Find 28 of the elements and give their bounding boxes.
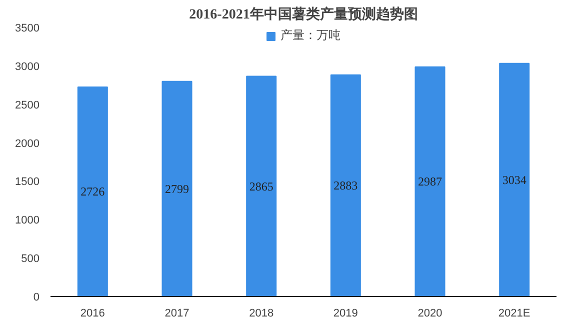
bar xyxy=(414,66,446,296)
y-tick-label: 2500 xyxy=(15,99,40,112)
y-tick-label: 2000 xyxy=(15,138,40,150)
x-tick-label: 2018 xyxy=(249,308,274,320)
bar xyxy=(246,76,277,296)
data-label: 2987 xyxy=(418,174,442,189)
y-tick-label: 500 xyxy=(21,253,40,266)
x-tick-label: 2020 xyxy=(418,308,442,320)
x-tick-label: 2016 xyxy=(80,308,105,320)
data-label: 2883 xyxy=(334,178,358,193)
y-tick-label: 3000 xyxy=(15,60,40,73)
data-label: 3034 xyxy=(502,172,526,187)
y-tick-label: 1500 xyxy=(15,176,40,188)
chart-title: 2016-2021年中国薯类产量预测趋势图 xyxy=(189,6,418,22)
legend-label: 产量：万吨 xyxy=(280,27,340,44)
x-tick-label: 2021E xyxy=(498,308,530,320)
x-tick-label: 2017 xyxy=(164,308,190,320)
data-label: 2726 xyxy=(80,184,105,199)
data-label: 2799 xyxy=(165,182,189,196)
x-tick-label: 2019 xyxy=(333,308,358,320)
y-tick-label: 0 xyxy=(33,292,40,304)
y-tick-label: 1000 xyxy=(15,214,40,227)
data-label: 2865 xyxy=(249,179,274,194)
y-tick-label: 3500 xyxy=(15,22,40,34)
bar xyxy=(77,86,108,296)
bar xyxy=(499,62,530,296)
bar xyxy=(330,74,361,296)
bar xyxy=(162,80,192,296)
